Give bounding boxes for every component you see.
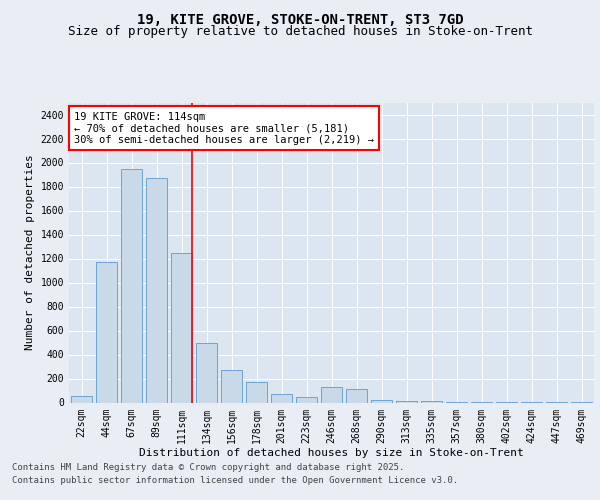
Bar <box>246 382 267 402</box>
Bar <box>146 178 167 402</box>
Bar <box>221 370 242 402</box>
Y-axis label: Number of detached properties: Number of detached properties <box>25 154 35 350</box>
Bar <box>196 342 217 402</box>
Text: Contains HM Land Registry data © Crown copyright and database right 2025.: Contains HM Land Registry data © Crown c… <box>12 462 404 471</box>
Text: 19 KITE GROVE: 114sqm
← 70% of detached houses are smaller (5,181)
30% of semi-d: 19 KITE GROVE: 114sqm ← 70% of detached … <box>74 112 374 144</box>
Bar <box>371 400 392 402</box>
Text: 19, KITE GROVE, STOKE-ON-TRENT, ST3 7GD: 19, KITE GROVE, STOKE-ON-TRENT, ST3 7GD <box>137 12 463 26</box>
Bar <box>271 394 292 402</box>
Bar <box>346 390 367 402</box>
Text: Size of property relative to detached houses in Stoke-on-Trent: Size of property relative to detached ho… <box>67 25 533 38</box>
Bar <box>171 252 192 402</box>
Bar <box>121 168 142 402</box>
X-axis label: Distribution of detached houses by size in Stoke-on-Trent: Distribution of detached houses by size … <box>139 448 524 458</box>
Bar <box>396 400 417 402</box>
Bar <box>321 387 342 402</box>
Text: Contains public sector information licensed under the Open Government Licence v3: Contains public sector information licen… <box>12 476 458 485</box>
Bar <box>296 396 317 402</box>
Bar <box>71 396 92 402</box>
Bar <box>96 262 117 402</box>
